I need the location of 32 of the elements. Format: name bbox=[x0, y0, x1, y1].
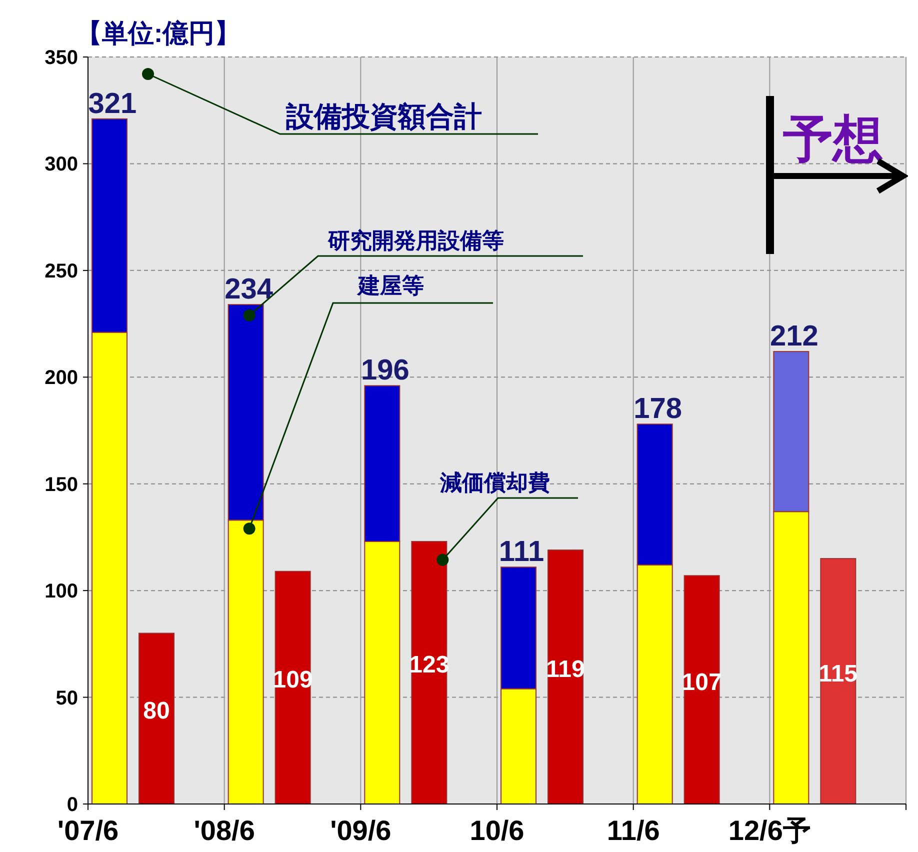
x-tick-label: '09/6 bbox=[330, 815, 392, 846]
y-tick-label: 200 bbox=[44, 367, 78, 390]
x-tick-label: '08/6 bbox=[194, 815, 255, 846]
y-tick-label: 0 bbox=[66, 794, 78, 816]
x-tick-label: 11/6 bbox=[606, 815, 660, 846]
total-label: 234 bbox=[224, 274, 274, 306]
total-label: 111 bbox=[498, 536, 544, 568]
bar bbox=[684, 575, 720, 804]
x-tick-label: 12/6予 bbox=[728, 815, 811, 846]
total-label: 212 bbox=[770, 320, 818, 353]
x-tick-label: 10/6 bbox=[470, 815, 524, 846]
total-label: 321 bbox=[88, 88, 137, 120]
y-tick-label: 150 bbox=[44, 474, 78, 496]
y-tick-label: 300 bbox=[44, 154, 78, 176]
annotation: 予想 bbox=[782, 111, 883, 167]
x-tick-label: '07/6 bbox=[57, 815, 119, 846]
text: 建屋等 bbox=[356, 273, 424, 298]
y-tick-label: 100 bbox=[44, 580, 78, 603]
total-label: 196 bbox=[360, 354, 410, 387]
annotation: 設備投資額合計 bbox=[285, 101, 482, 132]
bar bbox=[274, 570, 311, 804]
bar bbox=[820, 558, 856, 804]
data-label: 80 bbox=[143, 698, 170, 725]
bar bbox=[411, 540, 448, 804]
bar bbox=[548, 550, 584, 804]
text: 研究開発用設備等 bbox=[327, 228, 504, 253]
y-axis-title: 【単位:億円】 bbox=[76, 18, 241, 48]
y-tick-label: 250 bbox=[44, 260, 78, 282]
y-tick-label: 50 bbox=[56, 687, 78, 710]
text: 減価償却費 bbox=[439, 470, 550, 495]
total-label: 178 bbox=[634, 393, 682, 426]
y-tick-label: 350 bbox=[44, 47, 78, 69]
